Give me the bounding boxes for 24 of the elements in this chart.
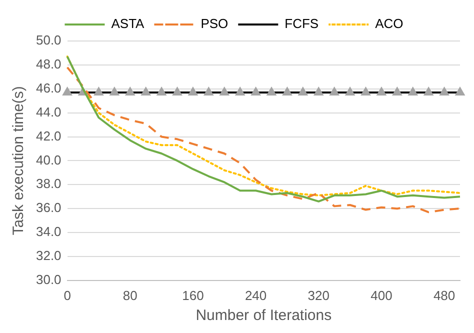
y-axis-title: Task execution time(s) — [10, 86, 28, 236]
y-tick-label: 32.0 — [36, 248, 62, 264]
x-axis-title: Number of Iterations — [196, 307, 332, 324]
y-tick-label: 40.0 — [36, 152, 62, 168]
legend-label: PSO — [200, 16, 228, 32]
x-tick-label: 80 — [122, 288, 138, 303]
y-tick-label: 38.0 — [36, 176, 62, 192]
y-tick-label: 50.0 — [36, 32, 62, 48]
y-tick-label: 48.0 — [36, 56, 62, 72]
y-tick-label: 46.0 — [36, 80, 62, 96]
x-tick-label: 480 — [433, 288, 456, 303]
x-tick-label: 320 — [308, 288, 330, 303]
legend-label: FCFS — [284, 16, 319, 32]
y-tick-label: 34.0 — [36, 224, 62, 240]
legend-label: ASTA — [111, 16, 145, 32]
legend-label: ACO — [375, 16, 404, 32]
x-tick-label: 400 — [370, 288, 392, 303]
x-tick-label: 160 — [182, 288, 204, 303]
y-tick-label: 30.0 — [36, 272, 62, 287]
x-tick-label: 240 — [244, 288, 267, 303]
x-tick-label: 0 — [64, 288, 71, 303]
y-tick-label: 44.0 — [36, 104, 62, 120]
y-tick-label: 42.0 — [36, 128, 62, 144]
y-tick-label: 36.0 — [36, 200, 62, 216]
